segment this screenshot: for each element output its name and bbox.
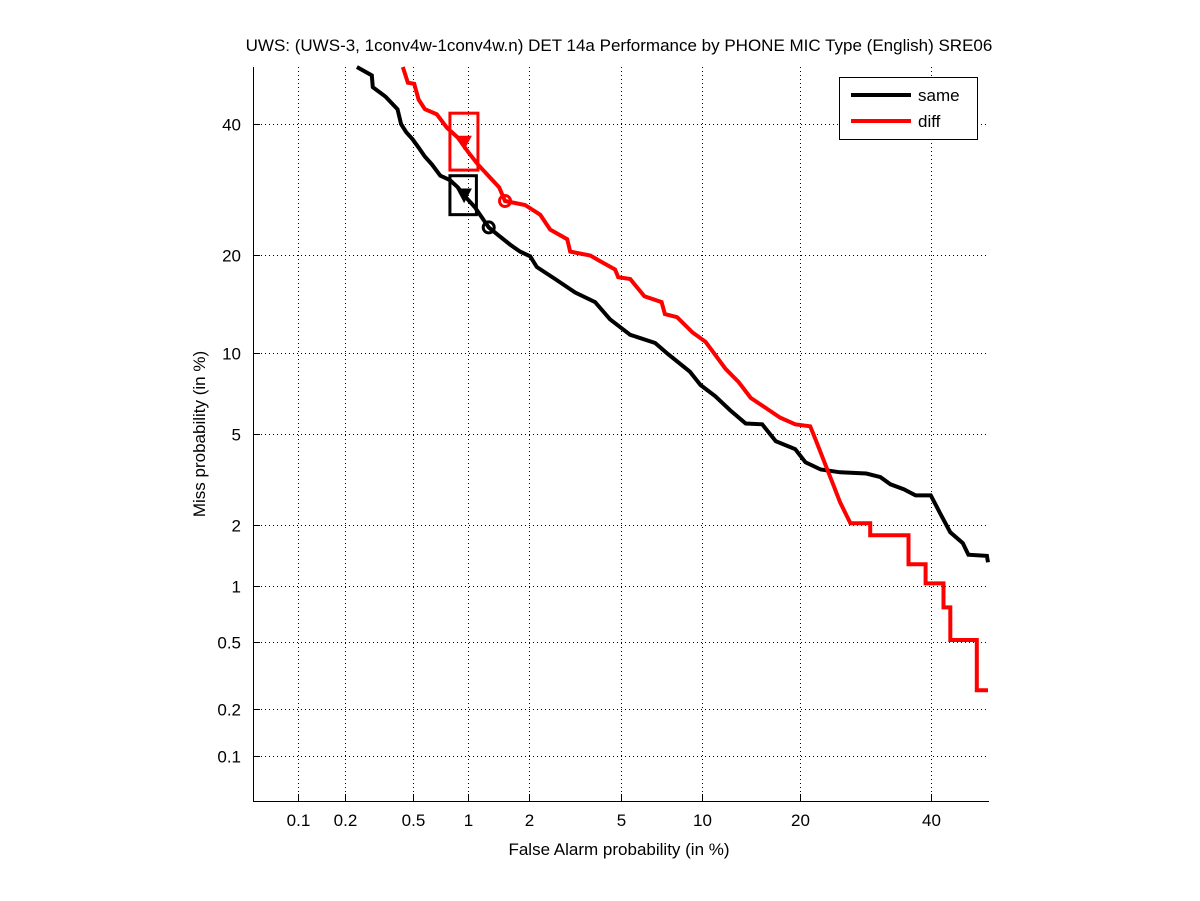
legend-label-diff: diff [918,112,941,131]
x-ticks: 0.1 0.2 0.5 1 2 5 10 20 40 [287,794,941,830]
x-tick-label: 10 [693,811,712,830]
legend-label-same: same [918,86,960,105]
series-same [355,65,990,563]
y-tick-label: 0.1 [217,748,241,767]
x-tick-label: 1 [464,811,473,830]
x-tick-label: 2 [525,811,534,830]
confidence-box-diff [448,111,480,172]
y-tick-label: 0.5 [217,634,241,653]
x-tick-label: 20 [791,811,810,830]
series-diff [400,66,988,693]
chart-title: UWS: (UWS-3, 1conv4w-1conv4w.n) DET 14a … [246,36,993,55]
x-tick-label: 5 [617,811,626,830]
y-tick-label: 10 [222,345,241,364]
y-tick-label: 5 [232,426,241,445]
y-tick-label: 0.2 [217,701,241,720]
x-tick-label: 0.5 [402,811,426,830]
min-dcf-triangle-diff [456,135,472,151]
y-ticks: 0.1 0.2 0.5 1 2 5 10 20 40 [217,116,260,767]
series [355,65,990,693]
actual-dcf-circle-same [481,220,496,235]
x-tick-label: 0.2 [334,811,358,830]
legend-box [839,77,978,140]
min-dcf-triangle-same [456,188,472,204]
x-axis-label: False Alarm probability (in %) [508,840,729,859]
actual-dcf-circle-diff [498,194,513,209]
y-axis-label: Miss probability (in %) [190,351,209,517]
x-tick-label: 0.1 [287,811,311,830]
confidence-box-same [448,174,478,217]
x-tick-label: 40 [922,811,941,830]
y-tick-label: 1 [232,578,241,597]
y-tick-label: 20 [222,247,241,266]
y-tick-label: 40 [222,116,241,135]
y-tick-label: 2 [232,517,241,536]
det-curve-same [355,65,990,563]
legend: same diff [839,77,978,140]
